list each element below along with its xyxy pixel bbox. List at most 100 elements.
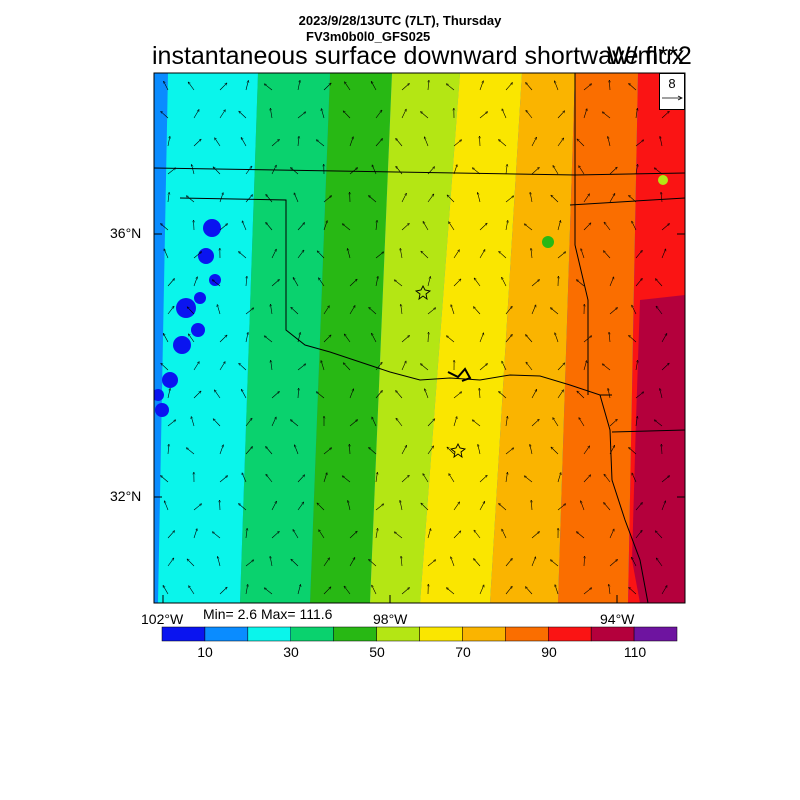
colorbar-tick-10: 10	[197, 644, 213, 660]
low-flux-patch	[203, 219, 221, 237]
wind-vector	[401, 588, 410, 595]
wind-vector	[635, 416, 637, 427]
wind-vector	[581, 249, 585, 259]
wind-vector	[499, 503, 507, 511]
low-flux-patch	[162, 372, 178, 388]
wind-vector	[501, 361, 507, 371]
map-datetime-title: 2023/9/28/13UTC (7LT), Thursday	[298, 13, 502, 28]
wind-vector	[609, 167, 617, 175]
colorbar-tick-30: 30	[283, 644, 299, 660]
wind-vector	[480, 136, 481, 147]
wind-vector	[323, 306, 329, 315]
wind-vector	[557, 252, 566, 259]
wind-vector	[453, 416, 457, 427]
wind-vector	[655, 531, 663, 539]
wind-vector	[218, 556, 221, 567]
wind-vector	[526, 362, 533, 371]
wind-vector	[531, 500, 532, 511]
wind-vector	[479, 475, 487, 483]
low-flux-patches	[154, 175, 668, 417]
wind-vector	[401, 109, 407, 119]
wind-vector	[264, 336, 273, 343]
flux-band-ne	[575, 73, 600, 300]
vector-reference-box: 8	[659, 73, 685, 110]
wind-vector	[167, 306, 174, 315]
wind-vector	[291, 307, 299, 315]
wind-vector	[160, 224, 169, 231]
wind-vector	[449, 222, 455, 231]
mid-flux-patch	[542, 236, 554, 248]
wind-vector	[401, 193, 407, 203]
wind-vector	[505, 558, 512, 567]
wind-vector	[531, 137, 537, 147]
flux-band-high	[632, 295, 685, 603]
colorbar-segment	[290, 626, 334, 642]
wind-vector	[344, 334, 351, 343]
wind-vector	[161, 111, 169, 119]
wind-vector	[343, 363, 351, 371]
wind-vector	[298, 136, 299, 147]
wind-vector	[557, 390, 564, 399]
wind-vector	[266, 222, 273, 231]
wind-vector	[187, 307, 195, 315]
wind-vector	[422, 221, 429, 231]
wind-vector	[531, 419, 539, 427]
wind-vector	[505, 164, 507, 175]
wind-vector	[555, 333, 559, 343]
wind-vector	[401, 445, 407, 455]
wind-vector	[323, 473, 327, 483]
wind-vector	[348, 500, 351, 511]
low-flux-patch	[154, 389, 164, 401]
wind-vector	[349, 137, 353, 147]
wind-vector	[629, 447, 637, 455]
wind-vector	[609, 559, 618, 567]
wind-vector	[369, 447, 377, 455]
wind-vector	[531, 248, 532, 259]
min-max-readout: Min= 2.6 Max= 111.6	[203, 606, 333, 622]
wind-vector	[271, 417, 276, 427]
low-flux-patch	[176, 298, 196, 318]
wind-vector	[631, 305, 637, 315]
wind-vector	[478, 192, 481, 203]
lat-label-36n: 36°N	[110, 225, 142, 241]
wind-vector	[316, 392, 325, 399]
wind-vector	[479, 501, 486, 511]
wind-vector	[245, 195, 253, 203]
wind-vector	[217, 304, 221, 315]
wind-vector	[603, 251, 611, 259]
wind-vector	[453, 140, 462, 147]
lon-label-102w: 102°W	[141, 611, 184, 627]
wind-vector	[420, 112, 429, 119]
city-markers	[414, 284, 467, 459]
wind-vector	[505, 586, 512, 595]
wind-vector	[368, 196, 377, 203]
wind-vector	[266, 474, 273, 483]
colorbar-segment	[633, 626, 678, 642]
wind-vector	[193, 109, 200, 119]
wind-vector	[400, 500, 403, 511]
wind-vector	[609, 80, 610, 91]
wind-vector	[186, 448, 195, 455]
wind-vector	[372, 417, 377, 427]
wind-vector	[396, 390, 403, 399]
wind-vector	[323, 83, 331, 91]
wind-vector	[292, 277, 299, 287]
wind-vector	[375, 528, 378, 539]
wind-vector	[629, 83, 637, 91]
wind-vector	[297, 475, 305, 483]
wind-vector	[219, 362, 226, 371]
wind-vector	[501, 529, 507, 539]
vector-reference-value: 8	[668, 76, 676, 91]
wind-vector	[219, 335, 227, 343]
wind-vector	[425, 389, 429, 399]
wind-vector	[635, 140, 644, 147]
wind-vector	[629, 335, 637, 343]
lon-label-98w: 98°W	[373, 611, 408, 627]
wind-vector	[167, 388, 170, 399]
wind-vector	[609, 277, 614, 287]
wind-vector	[498, 140, 507, 147]
wind-vector	[552, 418, 559, 427]
wind-vector	[349, 305, 356, 315]
wind-vector	[401, 475, 409, 483]
